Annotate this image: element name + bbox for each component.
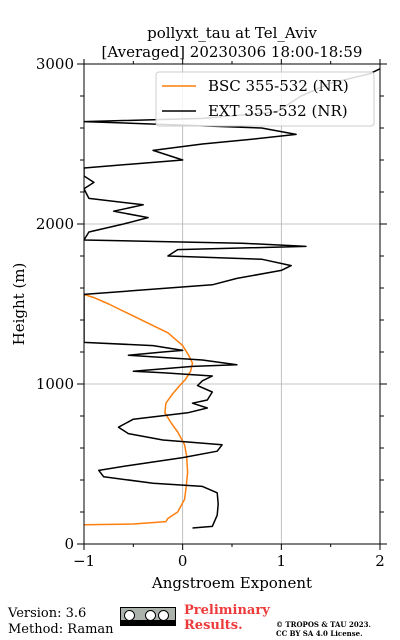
y-tick-label: 1000: [36, 375, 74, 393]
x-tick-label: 2: [375, 552, 385, 570]
plot-frame: [83, 63, 381, 545]
preliminary-results-label: Preliminary Results.: [184, 603, 270, 633]
cc-strip: [121, 620, 175, 625]
copyright-notice: © TROPOS & TAU 2023. CC BY SA 4.0 Licens…: [276, 620, 371, 638]
copyright-line-1: © TROPOS & TAU 2023.: [276, 620, 371, 629]
copyright-line-2: CC BY SA 4.0 License.: [276, 629, 363, 638]
y-tick-label: 2000: [36, 215, 74, 233]
cc-license-badge-icon: [120, 607, 176, 626]
x-tick-label: 0: [178, 552, 188, 570]
series-line-ext: [84, 68, 380, 529]
legend-box: [155, 71, 375, 127]
y-tick-label: 3000: [36, 55, 74, 73]
legend: BSC 355-532 (NR) EXT 355-532 (NR): [155, 71, 375, 127]
plot-lines: [84, 68, 380, 529]
x-axis-title: Angstroem Exponent: [151, 574, 312, 592]
y-tick-label: 0: [64, 535, 74, 553]
series-line-bsc: [84, 293, 194, 526]
x-tick-label: −1: [73, 552, 95, 570]
legend-label-ext: EXT 355-532 (NR): [208, 102, 348, 120]
legend-label-bsc: BSC 355-532 (NR): [208, 77, 349, 95]
y-axis-title: Height (m): [10, 263, 28, 346]
method-label: Method: Raman: [8, 622, 114, 637]
version-label: Version: 3.6: [8, 606, 87, 621]
chart-title-line-2: [Averaged] 20230306 18:00-18:59: [102, 43, 363, 61]
grid: [84, 64, 380, 544]
chart-title-line-1: pollyxt_tau at Tel_Aviv: [147, 24, 317, 42]
chart: pollyxt_tau at Tel_Aviv [Averaged] 20230…: [10, 24, 387, 592]
x-tick-label: 1: [277, 552, 287, 570]
